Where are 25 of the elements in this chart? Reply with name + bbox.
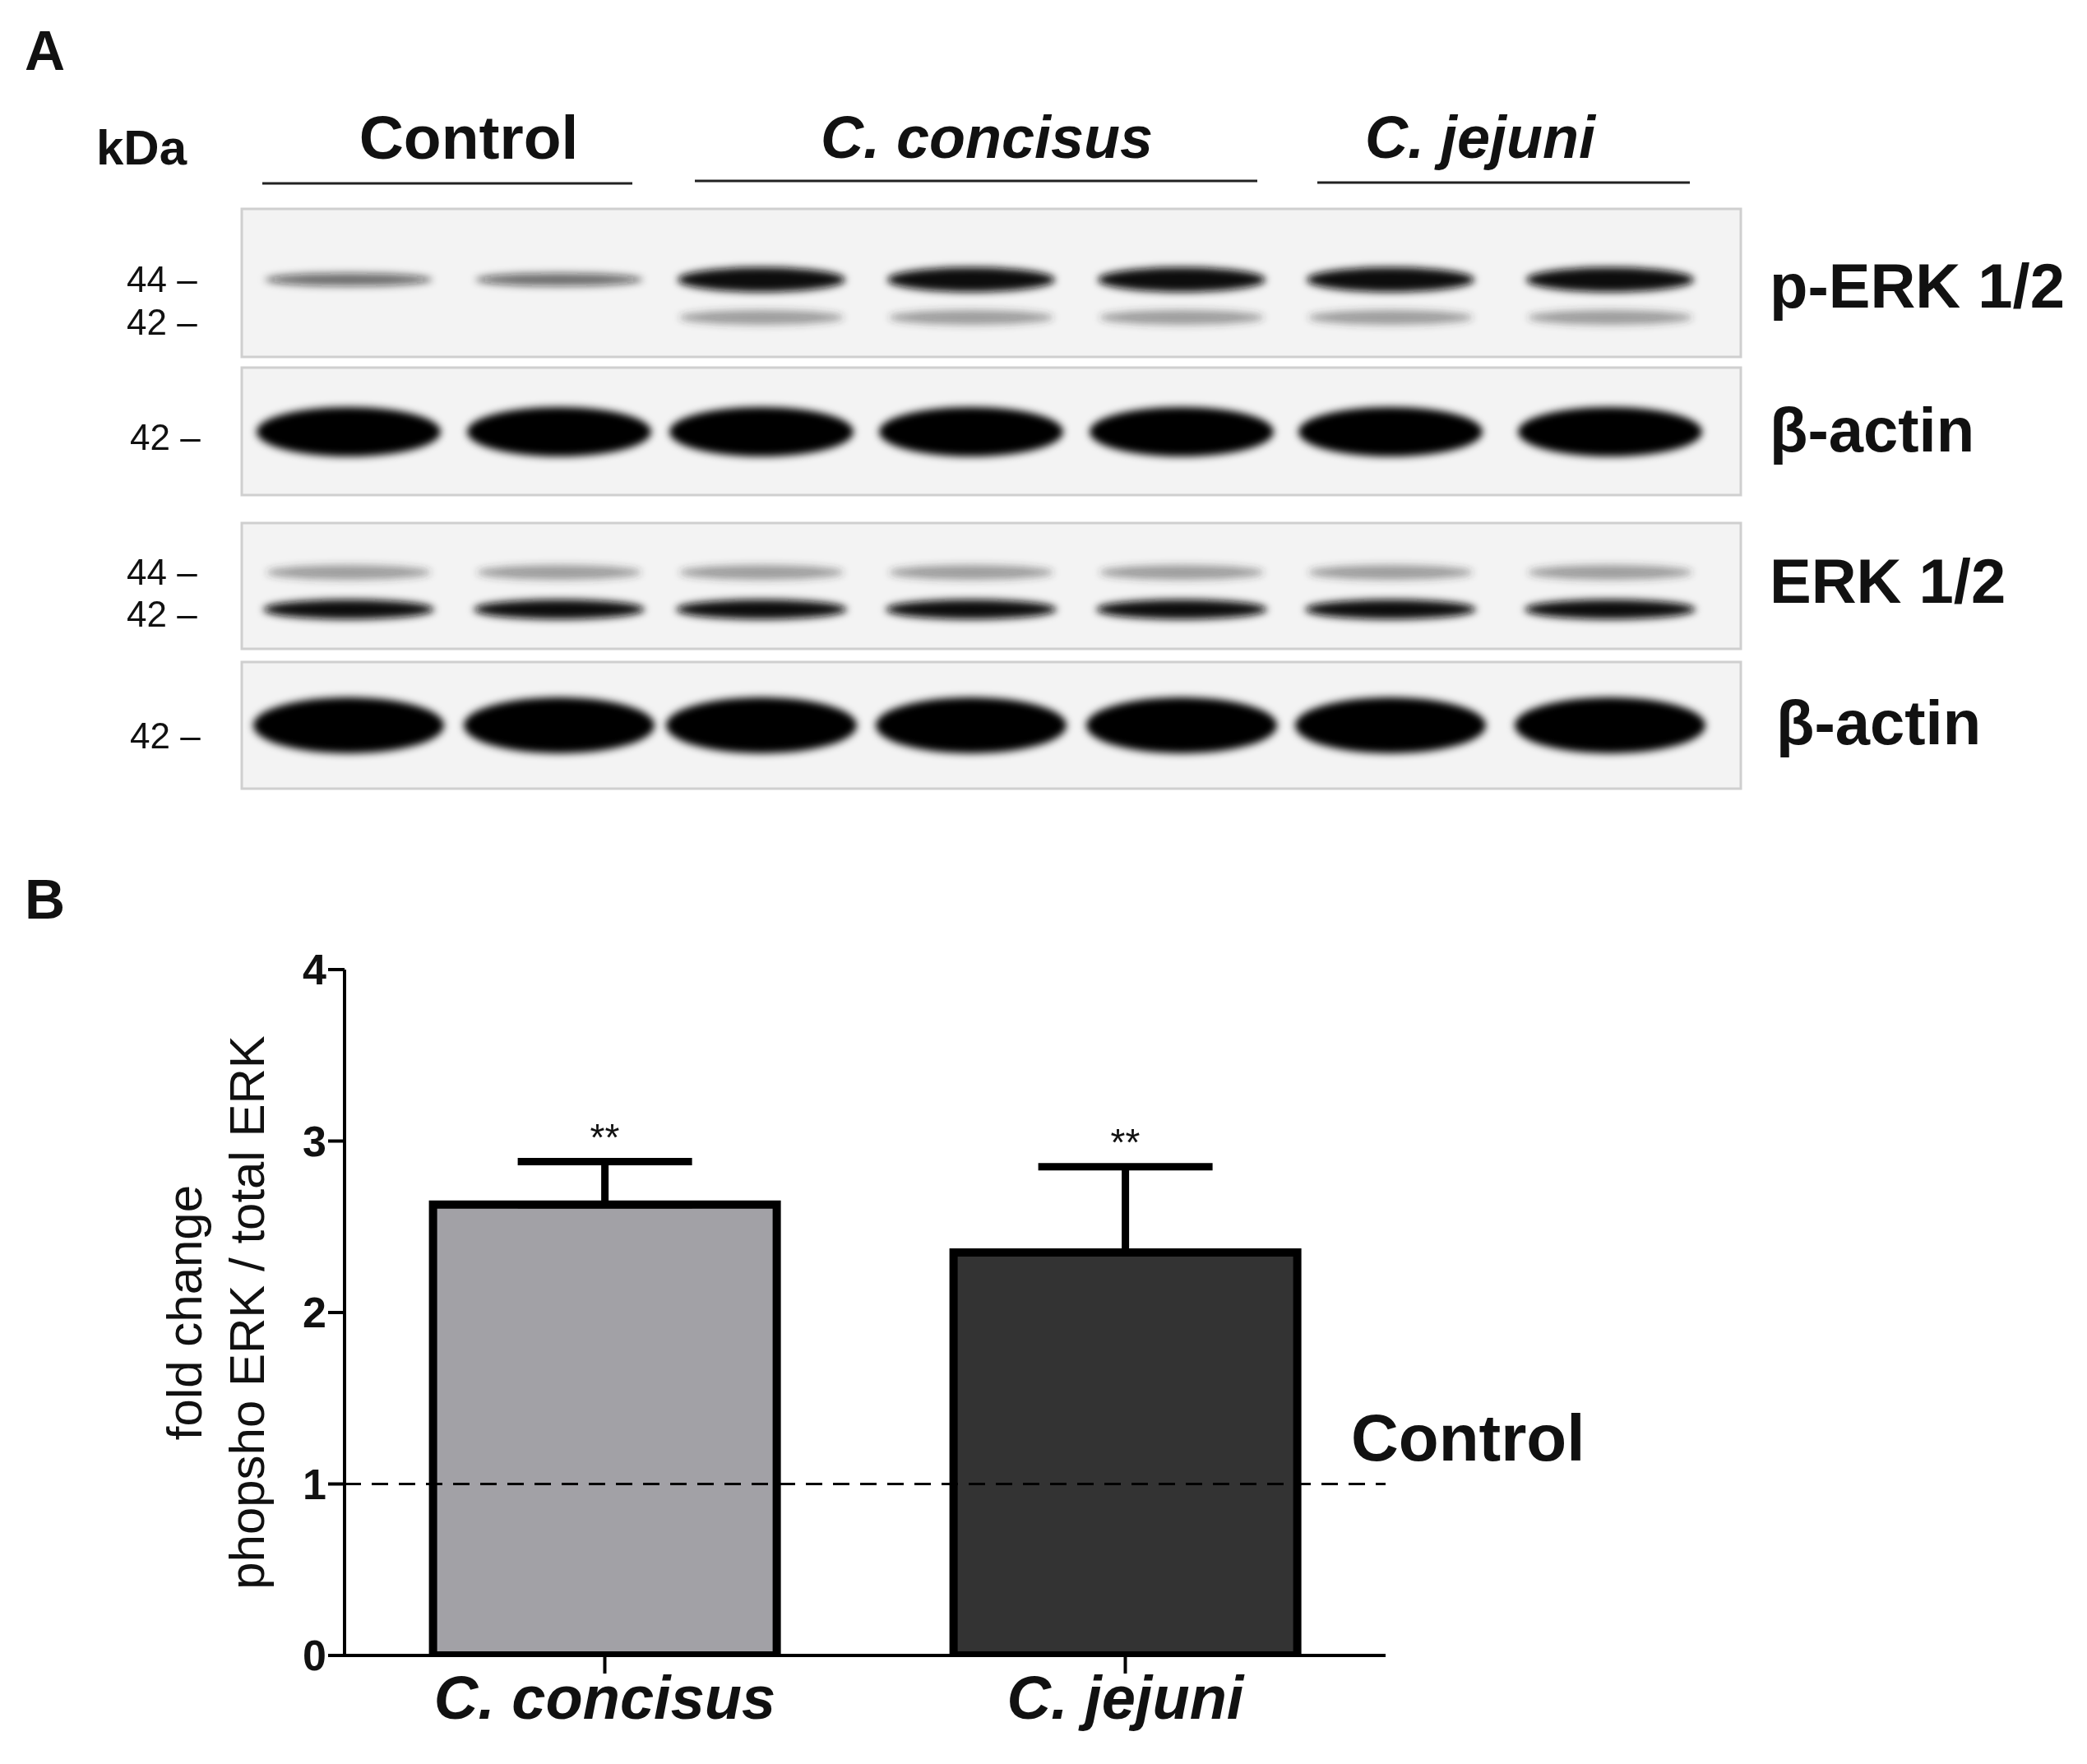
y-tick-label: 2 [303,1289,326,1337]
y-tick-label: 0 [303,1632,326,1680]
text: 42 – [127,302,197,342]
text: 42 – [130,715,201,756]
annotation: ** [590,1115,620,1159]
text: p-ERK 1/2 [1770,251,2065,321]
text: ERK 1/2 [1770,546,2006,616]
text: β-actin [1776,688,1982,757]
text: Control [359,102,579,172]
text: 44 – [127,259,197,299]
text: 42 – [130,417,201,457]
text: β-actin [1770,395,1975,465]
y-tick-label: 3 [303,1117,326,1165]
text: kDa [95,120,187,175]
text: 42 – [127,594,197,634]
ref-line-label: Control [1351,1401,1585,1475]
y-axis-title: fold change phopsho ERK / total ERK [156,1035,275,1590]
y-tick-label: 4 [303,946,327,994]
text: C. concisus [820,104,1154,170]
chart-title: B [25,868,66,930]
text: 44 – [127,552,197,592]
text: C. jejuni [1364,104,1596,170]
y-tick-label: 1 [303,1460,326,1508]
text: A [25,19,66,81]
annotation: ** [1110,1120,1141,1164]
